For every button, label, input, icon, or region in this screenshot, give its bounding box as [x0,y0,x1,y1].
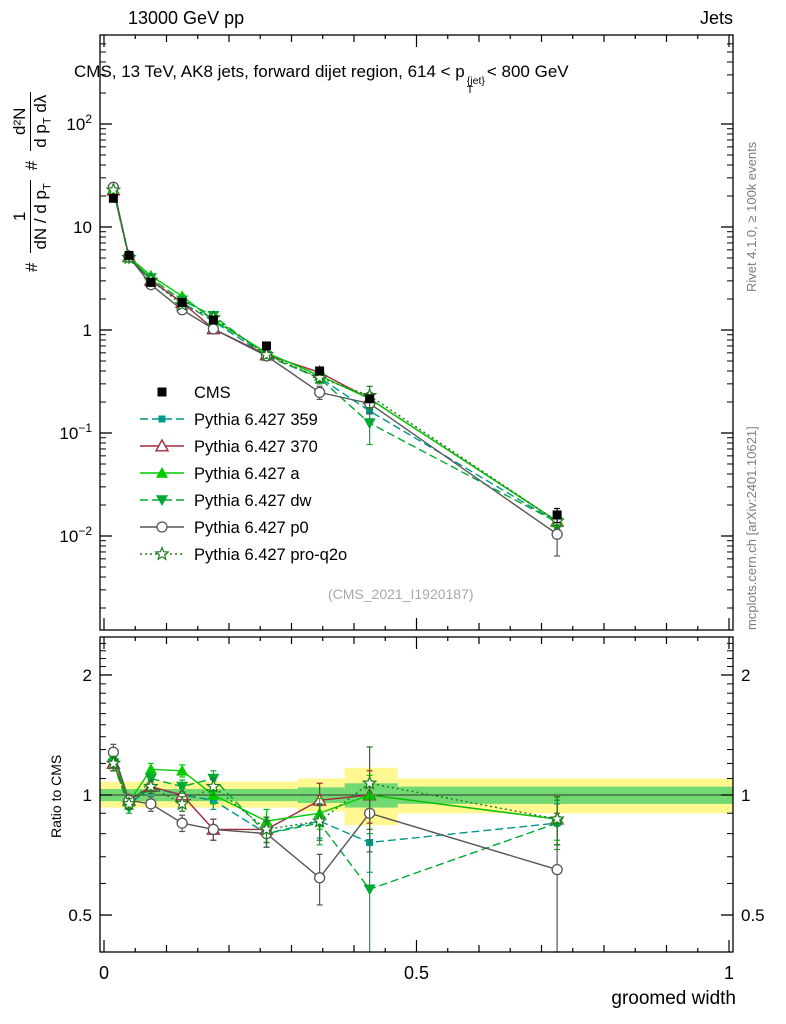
header-beam-energy: 13000 GeV pp [128,8,245,28]
ratio-y-axis-label: Ratio to CMS [48,754,64,838]
main-y-axis-label: # 1 dN / d pT # d²N d pT dλ [10,91,54,272]
svg-text:0: 0 [99,963,109,983]
pt-jet-scripts: {jet} T [466,75,485,96]
ylabel-fraction-1: 1 dN / d pT [10,180,54,253]
svg-text:0.5: 0.5 [68,906,92,925]
svg-text:2: 2 [83,666,92,685]
svg-text:Pythia 6.427 dw: Pythia 6.427 dw [194,492,311,510]
svg-text:1: 1 [724,963,734,983]
svg-text:Pythia 6.427 359: Pythia 6.427 359 [194,411,318,429]
mcplots-arxiv-note: mcplots.cern.ch [arXiv:2401.10621] [744,426,759,630]
rivet-version-note: Rivet 4.1.0, ≥ 100k events [744,141,759,292]
svg-text:Pythia 6.427 pro-q2o: Pythia 6.427 pro-q2o [194,546,347,564]
svg-text:CMS: CMS [194,384,231,402]
svg-text:Pythia 6.427 370: Pythia 6.427 370 [194,438,318,456]
svg-text:10−1: 10−1 [59,421,92,443]
svg-text:2: 2 [741,666,750,685]
x-axis-label: groomed width [611,988,736,1009]
svg-text:10−2: 10−2 [59,524,92,546]
header-analysis-group: Jets [699,8,733,28]
svg-text:102: 102 [66,112,92,134]
svg-text:1: 1 [83,786,92,805]
plot-title: CMS, 13 TeV, AK8 jets, forward dijet reg… [74,62,569,96]
svg-text:1: 1 [83,321,92,340]
svg-text:0.5: 0.5 [404,963,429,983]
svg-text:1: 1 [741,786,750,805]
svg-text:Pythia 6.427 a: Pythia 6.427 a [194,465,300,483]
watermark-analysis-id: (CMS_2021_I1920187) [328,586,474,602]
svg-text:10: 10 [73,218,92,237]
svg-text:Pythia 6.427 p0: Pythia 6.427 p0 [194,519,309,537]
ylabel-fraction-2: d²N d pT dλ [10,91,54,151]
svg-text:0.5: 0.5 [741,906,765,925]
